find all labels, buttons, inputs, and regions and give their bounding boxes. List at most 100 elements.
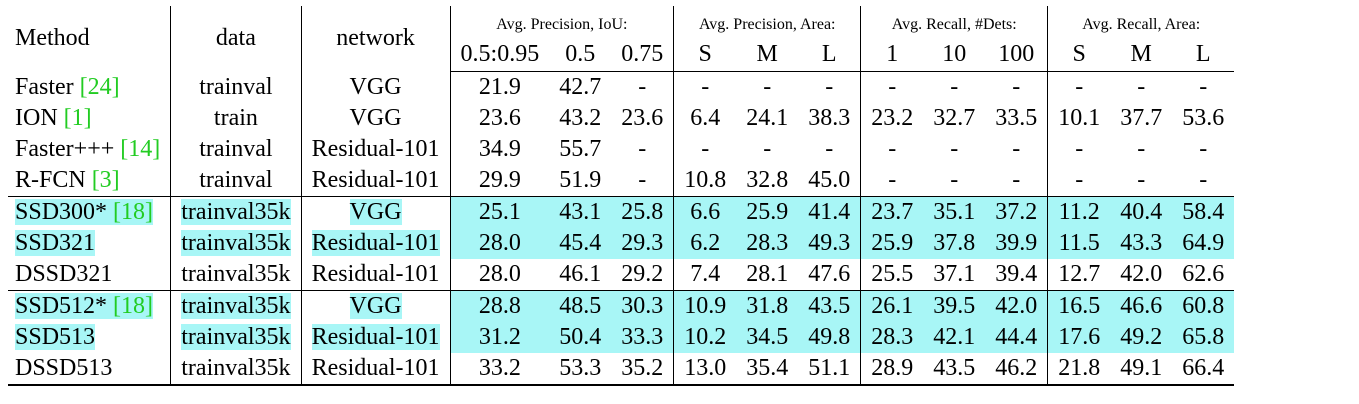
value-cell: 29.9 <box>478 167 521 193</box>
value-cell: - <box>1075 74 1084 100</box>
value-cell: - <box>985 165 1049 197</box>
value-cell: 25.8 <box>611 196 675 228</box>
value-cell: 33.3 <box>611 322 675 353</box>
value-cell: 34.9 <box>478 136 521 162</box>
data-cell: trainval35k <box>170 259 302 291</box>
citation-link[interactable]: [1] <box>63 105 92 131</box>
citation-link[interactable]: [24] <box>79 73 120 100</box>
value-cell: 37.7 <box>1120 105 1163 131</box>
value-cell: 46.2 <box>985 353 1049 386</box>
method-label: Faster <box>15 73 80 100</box>
table-row: SSD512* [18] trainval35k VGG 28.8 48.5 30.3 10… <box>8 290 1235 322</box>
network-cell: Residual-101 <box>301 165 451 197</box>
value-cell: 50.4 <box>549 322 612 353</box>
table-row: Faster [24] trainval VGG 21.9 42.7- - - - - - - - - - <box>8 71 1234 103</box>
value-cell: 28.3 <box>736 228 799 259</box>
value-cell: 49.2 <box>1110 322 1173 353</box>
subheader-ar-medium: M <box>1110 38 1173 72</box>
method-label: SSD321 <box>15 230 96 256</box>
table-row: SSD300* [18] trainval35k VGG 25.1 43.1 25.8 6.… <box>8 196 1235 228</box>
value-cell: - <box>1075 136 1084 162</box>
value-cell: 28.8 <box>450 290 550 322</box>
value-cell: 21.8 <box>1047 353 1111 386</box>
value-cell: 21.9 <box>478 74 521 100</box>
value-cell: 35.1 <box>923 196 986 228</box>
data-label: trainval35k <box>181 261 291 287</box>
method-cell: SSD300* [18] <box>8 196 172 228</box>
data-label: trainval <box>199 136 273 162</box>
table-row: SSD513 trainval35k Residual-101 31.2 50.4 33.… <box>8 322 1235 353</box>
value-cell: - <box>985 134 1049 165</box>
value-cell: 32.8 <box>746 167 789 193</box>
data-label: trainval35k <box>181 199 291 225</box>
header-ar-dets: Avg. Recall, #Dets: <box>860 6 1049 38</box>
method-cell: DSSD321 <box>8 259 172 291</box>
subheader-iou-all: 0.5:0.95 <box>450 38 550 72</box>
value-cell: - <box>950 136 959 162</box>
value-cell: 11.5 <box>1047 228 1111 259</box>
value-cell: - <box>701 136 710 162</box>
value-cell: - <box>888 136 897 162</box>
citation-link[interactable]: [18] <box>113 293 154 319</box>
value-cell: 55.7 <box>559 136 602 162</box>
value-cell: 42.0 <box>985 290 1049 322</box>
data-cell: trainval35k <box>170 196 302 228</box>
method-cell: SSD321 <box>8 228 172 259</box>
network-cell: VGG <box>301 290 451 322</box>
method-label: SSD300* <box>15 199 114 225</box>
value-cell: 6.4 <box>690 105 721 131</box>
subheader-dets-10: 10 <box>923 38 986 72</box>
method-cell: SSD512* [18] <box>8 290 172 322</box>
value-cell: 23.2 <box>871 105 914 131</box>
value-cell: 28.0 <box>478 261 521 287</box>
network-label: Residual-101 <box>311 261 440 287</box>
value-cell: 35.4 <box>736 353 799 386</box>
header-ap-area: Avg. Precision, Area: <box>673 6 862 38</box>
subheader-dets-100: 100 <box>985 38 1049 72</box>
value-cell: 43.1 <box>549 196 612 228</box>
value-cell: - <box>1199 136 1208 162</box>
citation-link[interactable]: [18] <box>113 199 154 225</box>
subheader-ap-medium: M <box>736 38 799 72</box>
header-method: Method <box>8 6 172 72</box>
table-row: ION [1] train VGG 23.6 43.2 23.6 6.4 24.1 38.3 23… <box>8 103 1234 134</box>
value-cell: - <box>950 167 959 193</box>
citation-link[interactable]: [3] <box>91 167 120 193</box>
value-cell: 65.8 <box>1172 322 1235 353</box>
value-cell: 31.2 <box>450 322 550 353</box>
value-cell: - <box>1199 74 1208 100</box>
citation-link[interactable]: [14] <box>120 136 161 162</box>
value-cell: 47.6 <box>798 259 862 291</box>
value-cell: 30.3 <box>611 290 675 322</box>
subheader-ap-large: L <box>798 38 862 72</box>
value-cell: 29.2 <box>611 259 675 291</box>
value-cell: 39.5 <box>923 290 986 322</box>
method-name: DSSD321 <box>15 261 112 287</box>
value-cell: - <box>763 74 772 100</box>
data-cell: trainval35k <box>170 228 302 259</box>
value-cell: - <box>611 134 675 165</box>
value-cell: - <box>1137 136 1146 162</box>
method-label: SSD512* <box>15 293 114 319</box>
network-cell: Residual-101 <box>301 134 451 165</box>
method-cell: R-FCN [3] <box>8 165 172 197</box>
table-row: SSD321 trainval35k Residual-101 28.0 45.4 29.… <box>8 228 1235 259</box>
data-cell: train <box>170 103 302 134</box>
data-cell: trainval35k <box>170 322 302 353</box>
value-cell: 28.1 <box>746 261 789 287</box>
method-label: SSD513 <box>15 324 96 350</box>
value-cell: 28.0 <box>450 228 550 259</box>
subheader-ar-large: L <box>1172 38 1235 72</box>
method-label: R-FCN <box>15 167 92 193</box>
method-cell: Faster+++ [14] <box>8 134 172 165</box>
method-label: DSSD321 <box>15 261 113 287</box>
network-label: VGG <box>349 105 402 131</box>
value-cell: 25.9 <box>736 196 799 228</box>
value-cell: 66.4 <box>1172 353 1235 386</box>
method-name: DSSD513 <box>15 355 112 381</box>
results-table-body: Faster [24] trainval VGG 21.9 42.7- - - - - - - - - -… <box>8 71 1235 386</box>
value-cell: 53.3 <box>549 353 612 386</box>
value-cell: 11.2 <box>1047 196 1111 228</box>
method-label: Faster+++ <box>15 136 121 162</box>
value-cell: 26.1 <box>860 290 924 322</box>
